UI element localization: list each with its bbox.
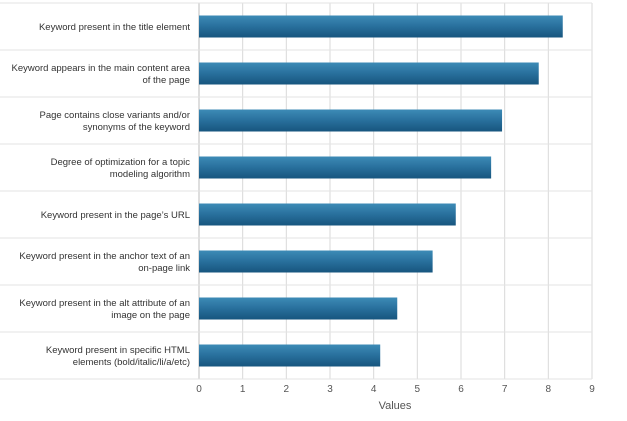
x-tick-labels: 0 1 2 3 4 5 6 7 8 9 xyxy=(196,384,595,395)
category-label: image on the page xyxy=(111,310,190,321)
bar xyxy=(199,15,563,38)
category-label: Page contains close variants and/or xyxy=(39,110,190,121)
category-label: Degree of optimization for a topic xyxy=(51,157,191,168)
category-label: Keyword present in the anchor text of an xyxy=(19,251,190,262)
bar xyxy=(199,62,539,85)
category-label: Keyword present in specific HTML xyxy=(46,345,190,356)
bars xyxy=(199,15,563,367)
bar xyxy=(199,109,503,132)
category-label: Keyword present in the alt attribute of … xyxy=(19,298,190,309)
x-tick-label: 1 xyxy=(240,384,246,395)
bar xyxy=(199,344,381,367)
bar xyxy=(199,250,433,273)
category-label: Keyword appears in the main content area xyxy=(12,63,191,74)
category-label: synonyms of the keyword xyxy=(83,122,190,133)
gridlines xyxy=(0,2,593,380)
x-tick-label: 3 xyxy=(327,384,333,395)
category-label: elements (bold/italic/li/a/etc) xyxy=(73,357,190,368)
x-tick-label: 6 xyxy=(458,384,464,395)
category-label: Keyword present in the page’s URL xyxy=(41,210,190,221)
x-tick-label: 9 xyxy=(589,384,595,395)
x-tick-label: 4 xyxy=(371,384,377,395)
category-label: on-page link xyxy=(138,263,190,274)
x-tick-label: 7 xyxy=(502,384,508,395)
bar xyxy=(199,297,398,320)
x-tick-label: 5 xyxy=(415,384,421,395)
category-labels: Keyword present in the title element Keyw… xyxy=(12,22,191,368)
x-axis-title: Values xyxy=(379,400,412,412)
category-label: Keyword present in the title element xyxy=(39,22,190,33)
x-tick-label: 8 xyxy=(546,384,552,395)
category-label: modeling algorithm xyxy=(110,169,190,180)
bar xyxy=(199,203,456,226)
category-label: of the page xyxy=(142,75,190,86)
bar xyxy=(199,156,492,179)
x-tick-label: 2 xyxy=(284,384,290,395)
x-tick-label: 0 xyxy=(196,384,202,395)
